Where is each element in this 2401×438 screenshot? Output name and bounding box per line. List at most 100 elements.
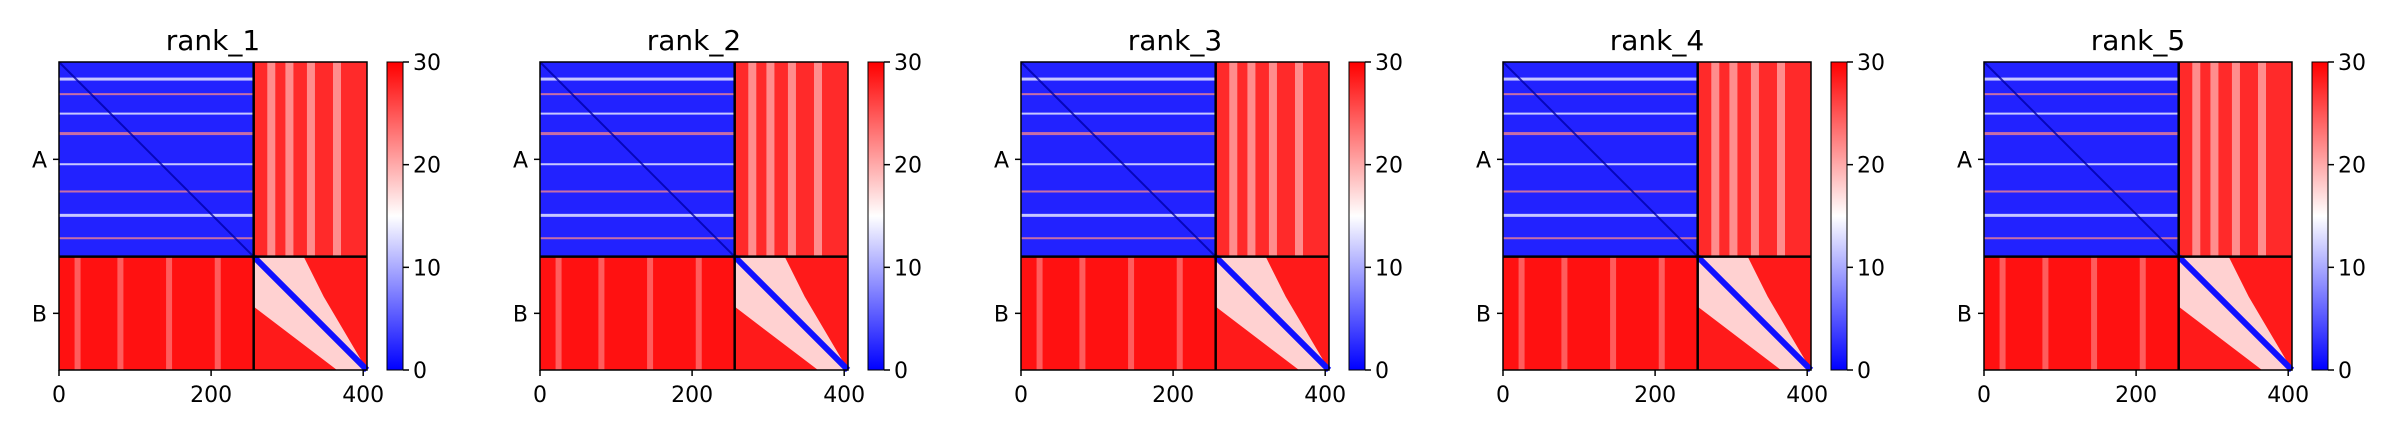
heatmap-streak [1984,132,2179,136]
x-tick-label: 0 [1977,383,1991,408]
panel-title: rank_1 [166,24,260,57]
colorbar-frame [386,61,404,371]
heatmap-band [1750,62,1759,257]
heatmap-streak [1021,77,1216,81]
heatmap-band [766,62,775,257]
heatmap-band [1229,62,1238,257]
heatmap-block-BA [1984,256,2179,370]
chain-label: A [1957,148,1972,173]
heatmap-block-BA [1503,256,1698,370]
heatmap-streak [1503,112,1698,115]
x-tick-label: 400 [1304,383,1346,408]
heatmap-band [285,62,294,257]
heatmap-streak [540,163,735,166]
axes-frame [1983,61,2293,371]
heatmap-diagonal [539,61,736,258]
heatmap-band [2042,256,2049,370]
colorbar-tick-label: 20 [1375,154,1403,179]
x-tick-label: 400 [823,383,865,408]
heatmap-streak [540,237,735,240]
axes-frame [539,61,849,371]
x-tick-label: 200 [190,383,232,408]
colorbar-frame [1348,61,1366,371]
heatmap-streak [1503,93,1698,96]
heatmap-block-BA [59,256,254,370]
heatmap-band [647,256,654,370]
heatmap-streak [1984,237,2179,240]
axes-frame [1502,61,1812,371]
colorbar-tick-label: 30 [894,51,922,76]
x-tick-label: 0 [1014,383,1028,408]
heatmap-streak [59,163,254,166]
heatmap-streak [1984,213,2179,217]
heatmap-diagonal [1983,61,2180,258]
heatmap-band [1610,256,1617,370]
panel-title: rank_5 [2091,24,2185,57]
panel-title: rank_3 [1128,24,1222,57]
heatmap-streak [540,112,735,115]
heatmap-band [1658,256,1665,370]
heatmap-diagonal [732,254,851,373]
chain-label: A [1476,148,1491,173]
colorbar [2312,62,2328,370]
heatmap-streak [1984,112,2179,115]
heatmap-streak [540,77,735,81]
heatmap-streak [540,93,735,96]
chain-label: B [513,302,528,327]
colorbar-tick-label: 20 [1857,154,1885,179]
heatmap-streak [1503,213,1698,217]
colorbar-frame [2311,61,2329,371]
heatmap-band [555,256,562,370]
heatmap-band [306,62,315,257]
heatmap-band [2091,256,2098,370]
heatmap-streak [59,112,254,115]
colorbar-tick-label: 0 [2338,359,2352,384]
heatmap-diagonal [1213,254,1332,373]
colorbar [1349,62,1365,370]
chain-label: B [32,302,47,327]
heatmap-band [214,256,221,370]
heatmap-band [2231,62,2240,257]
heatmap-band [2210,62,2219,257]
heatmap-streak [1021,93,1216,96]
heatmap-streak [1984,163,2179,166]
colorbar [1831,62,1847,370]
colorbar-tick-label: 0 [1857,359,1871,384]
heatmap-streak [540,213,735,217]
heatmap-band [2192,62,2201,257]
heatmap-band [748,62,757,257]
heatmap-band [166,256,173,370]
panel-title: rank_4 [1610,24,1704,57]
x-tick-label: 0 [52,383,66,408]
colorbar-frame [867,61,885,371]
heatmap-band [598,256,605,370]
heatmap-streak [1503,163,1698,166]
colorbar [868,62,884,370]
colorbar-tick-label: 10 [2338,256,2366,281]
x-tick-label: 0 [533,383,547,408]
heatmap-diagonal [2176,254,2295,373]
chain-label: A [513,148,528,173]
heatmap-band [814,62,823,257]
heatmap-streak [1021,213,1216,217]
heatmap-band [1729,62,1738,257]
heatmap-streak [1021,112,1216,115]
panel-rank_3: rank_3 0 200 400 A B 0 10 20 30 [994,24,1403,408]
colorbar-tick-label: 10 [413,256,441,281]
colorbar-tick-label: 30 [413,51,441,76]
heatmap-diagonal [58,61,255,258]
chain-label: B [994,302,1009,327]
heatmap-streak [540,132,735,136]
colorbar-tick-label: 0 [1375,359,1389,384]
colorbar-frame [1830,61,1848,371]
heatmap-band [1518,256,1525,370]
heatmap-band [1295,62,1304,257]
heatmap-streak [1021,163,1216,166]
heatmap-streak [59,213,254,217]
heatmap-band [333,62,342,257]
heatmap-streak [59,237,254,240]
heatmap-band [1777,62,1786,257]
heatmap-streak [1021,190,1216,193]
heatmap-streak [1503,132,1698,136]
heatmap-streak [59,77,254,81]
